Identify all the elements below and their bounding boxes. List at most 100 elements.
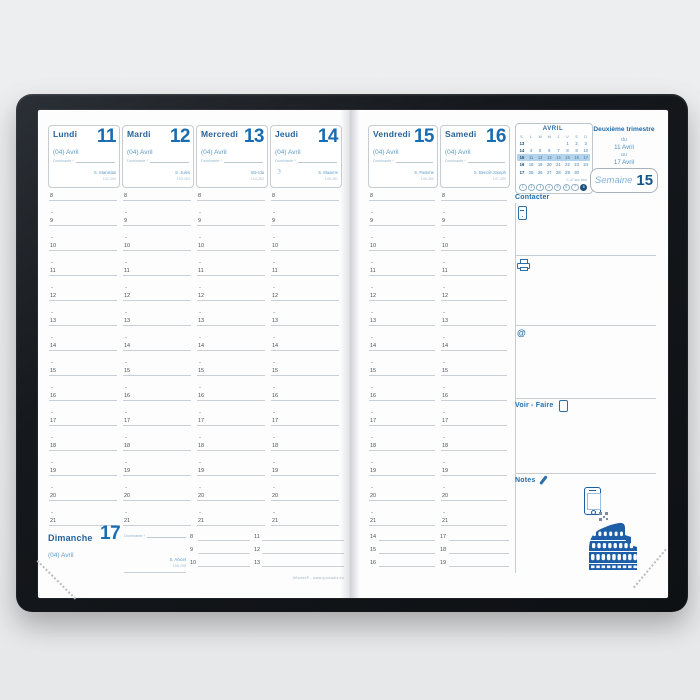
half-hour-mark bbox=[125, 362, 127, 363]
hour-line bbox=[197, 250, 265, 251]
hour-label: 19 bbox=[50, 468, 57, 474]
hour-label: 8 bbox=[198, 193, 202, 199]
hour-line bbox=[197, 475, 265, 476]
hour-line bbox=[369, 275, 435, 276]
hour-label: 21 bbox=[124, 518, 131, 524]
hour-label: 11 bbox=[124, 268, 130, 274]
hour-label: 15 bbox=[272, 368, 279, 374]
dominante-row: Dominante * bbox=[445, 159, 505, 163]
pen-icon bbox=[539, 475, 548, 485]
half-hour-mark bbox=[371, 312, 373, 313]
hour-label: 10 bbox=[272, 243, 279, 249]
day-number: 11 bbox=[96, 126, 117, 147]
mini-calendar-title: AVRIL bbox=[542, 126, 564, 132]
day-of-year-count: 102-264 bbox=[102, 177, 116, 181]
hour-label: 13 bbox=[272, 318, 279, 324]
hour-line bbox=[123, 525, 191, 526]
mini-calendar-dow: M bbox=[547, 133, 551, 139]
mini-calendar-day: 6 bbox=[548, 147, 551, 153]
half-hour-mark bbox=[199, 212, 201, 213]
mini-calendar-day: 27 bbox=[546, 169, 552, 175]
hour-label: 21 bbox=[50, 518, 57, 524]
hour-label: 12 bbox=[124, 293, 131, 299]
dominante-line bbox=[75, 162, 115, 163]
half-hour-mark bbox=[443, 387, 445, 388]
half-hour-mark bbox=[51, 262, 53, 263]
hour-line bbox=[271, 350, 339, 351]
hour-line bbox=[369, 525, 435, 526]
hour-line bbox=[369, 475, 435, 476]
hour-line bbox=[123, 350, 191, 351]
sunday-hour-line bbox=[262, 540, 344, 541]
hour-label: 13 bbox=[50, 318, 57, 324]
half-hour-mark bbox=[199, 387, 201, 388]
phone-screen-line bbox=[520, 209, 524, 211]
hour-line bbox=[123, 400, 191, 401]
mini-calendar-day: 18 bbox=[528, 162, 534, 168]
hour-label: 17 bbox=[124, 418, 131, 424]
half-hour-mark bbox=[273, 387, 275, 388]
hour-line bbox=[123, 275, 191, 276]
half-hour-mark bbox=[51, 387, 53, 388]
sunday-hour-line bbox=[379, 553, 435, 554]
hour-label: 16 bbox=[124, 393, 131, 399]
hour-label: 15 bbox=[50, 368, 57, 374]
week-circle: 3 bbox=[536, 183, 544, 192]
hour-label: 12 bbox=[370, 293, 377, 299]
hour-line bbox=[197, 450, 265, 451]
day-header-top: Mercredi 13 bbox=[201, 127, 265, 146]
hour-label: 14 bbox=[272, 343, 279, 349]
mini-calendar-day: 26 bbox=[537, 169, 543, 175]
hour-line bbox=[123, 475, 191, 476]
hour-line bbox=[441, 425, 507, 426]
hour-line bbox=[123, 425, 191, 426]
hour-label: 9 bbox=[272, 218, 276, 224]
hour-label: 20 bbox=[442, 493, 449, 499]
mini-calendar-day: 29 bbox=[565, 169, 570, 175]
tear-corner-left bbox=[36, 560, 77, 600]
half-hour-mark bbox=[125, 487, 127, 488]
half-hour-mark bbox=[443, 262, 445, 263]
qr-code-icon bbox=[599, 512, 608, 521]
half-hour-mark bbox=[371, 212, 373, 213]
hour-line bbox=[441, 350, 507, 351]
sunday-hour-label: 8 bbox=[190, 534, 194, 540]
half-hour-mark bbox=[371, 287, 373, 288]
dominante-line bbox=[297, 162, 337, 163]
range-from-date: 11 Avril bbox=[614, 144, 634, 151]
hour-line bbox=[441, 375, 507, 376]
smartphone-home-button bbox=[590, 509, 596, 515]
hour-label: 17 bbox=[442, 418, 449, 424]
hour-line bbox=[369, 450, 435, 451]
hour-line bbox=[49, 425, 117, 426]
week-circle-current: 8 bbox=[579, 183, 588, 192]
half-hour-mark bbox=[125, 387, 127, 388]
hour-label: 14 bbox=[442, 343, 449, 349]
week-circle: 4 bbox=[545, 183, 553, 192]
hour-label: 11 bbox=[272, 268, 278, 274]
half-hour-mark bbox=[273, 237, 275, 238]
half-hour-mark bbox=[273, 487, 275, 488]
hour-label: 16 bbox=[198, 393, 205, 399]
hour-label: 19 bbox=[272, 468, 279, 474]
hour-line bbox=[49, 200, 117, 201]
mini-calendar-dow: M bbox=[538, 133, 542, 139]
hour-label: 9 bbox=[370, 218, 374, 224]
day-name: Samedi bbox=[445, 129, 477, 139]
hour-label: 20 bbox=[50, 493, 57, 499]
half-hour-mark bbox=[443, 212, 445, 213]
hour-label: 9 bbox=[124, 218, 128, 224]
saint-of-day: S. Jules bbox=[175, 170, 190, 175]
hour-label: 19 bbox=[124, 468, 131, 474]
half-hour-mark bbox=[371, 362, 373, 363]
trimester-title: Deuxième trimestre bbox=[593, 126, 655, 133]
mini-calendar-day: 21 bbox=[556, 162, 561, 168]
sunday-line bbox=[124, 572, 186, 573]
day-of-year-count: 103-263 bbox=[176, 177, 190, 181]
day-header: Lundi 11 (04) Avril Dominante * S. Stanislas… bbox=[48, 125, 120, 188]
half-hour-mark bbox=[199, 437, 201, 438]
checklist-icon bbox=[559, 400, 568, 412]
sunday-hour-label: 15 bbox=[370, 547, 377, 553]
printer-tray bbox=[520, 267, 528, 271]
